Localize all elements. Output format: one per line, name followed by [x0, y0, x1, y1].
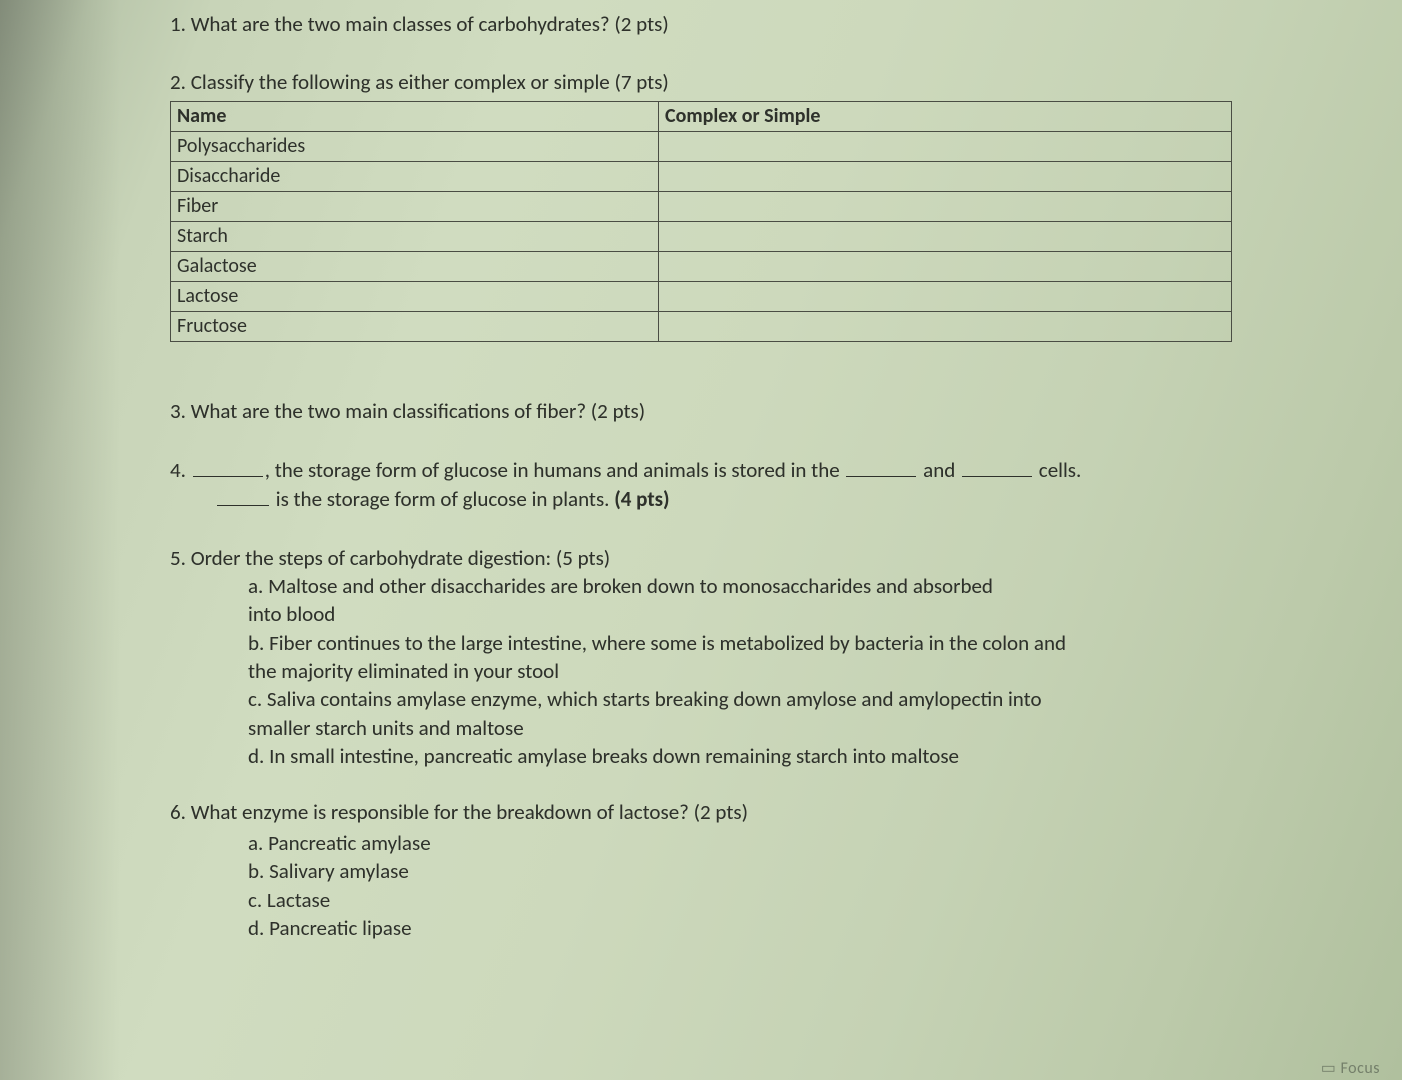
cell-name: Lactose — [171, 281, 659, 311]
table-row: Disaccharide — [171, 161, 1232, 191]
cell-name: Disaccharide — [171, 161, 659, 191]
blank-field[interactable] — [193, 455, 263, 477]
q6-opt-b[interactable]: b. Salivary amylase — [248, 857, 1232, 885]
classify-table: Name Complex or Simple Polysaccharides D… — [170, 101, 1232, 342]
question-1: 1. What are the two main classes of carb… — [170, 10, 1232, 38]
table-row: Lactose — [171, 281, 1232, 311]
table-row: Polysaccharides — [171, 131, 1232, 161]
focus-label: Focus — [1341, 1059, 1381, 1078]
q4-pts: (4 pts) — [614, 486, 669, 512]
cell-class[interactable] — [659, 221, 1232, 251]
focus-indicator: ▭ Focus — [1321, 1058, 1380, 1078]
cell-class[interactable] — [659, 281, 1232, 311]
q4-and: and — [918, 457, 960, 483]
q6-opt-c[interactable]: c. Lactase — [248, 886, 1232, 914]
question-4: 4. , the storage form of glucose in huma… — [170, 455, 1232, 514]
q5-opt-a-line1: a. Maltose and other disaccharides are b… — [248, 572, 1232, 600]
cell-class[interactable] — [659, 191, 1232, 221]
blank-field[interactable] — [962, 455, 1032, 477]
col-header-name: Name — [171, 101, 659, 131]
q5-prompt-text: 5. Order the steps of carbohydrate diges… — [170, 545, 610, 571]
q4-line2-tail: is the storage form of glucose in plants… — [271, 486, 614, 512]
table-header-row: Name Complex or Simple — [171, 101, 1232, 131]
q6-opt-a[interactable]: a. Pancreatic amylase — [248, 829, 1232, 857]
cell-class[interactable] — [659, 131, 1232, 161]
cell-class[interactable] — [659, 311, 1232, 341]
question-6-options: a. Pancreatic amylase b. Salivary amylas… — [170, 829, 1232, 942]
q6-opt-d[interactable]: d. Pancreatic lipase — [248, 914, 1232, 942]
focus-icon: ▭ — [1321, 1059, 1341, 1078]
q5-opt-c-line1: c. Saliva contains amylase enzyme, which… — [248, 685, 1232, 713]
cell-name: Starch — [171, 221, 659, 251]
question-2-prompt: 2. Classify the following as either comp… — [170, 68, 1232, 96]
q5-opt-b-line1: b. Fiber continues to the large intestin… — [248, 629, 1232, 657]
q5-opt-c-line2: smaller starch units and maltose — [248, 714, 1232, 742]
q5-opt-d: d. In small intestine, pancreatic amylas… — [248, 742, 1232, 770]
table-row: Starch — [171, 221, 1232, 251]
q4-cells: cells. — [1034, 457, 1081, 483]
cell-name: Galactose — [171, 251, 659, 281]
table-row: Fiber — [171, 191, 1232, 221]
cell-name: Fructose — [171, 311, 659, 341]
q4-seg1: , the storage form of glucose in humans … — [265, 457, 845, 483]
blank-field[interactable] — [217, 484, 269, 506]
cell-class[interactable] — [659, 161, 1232, 191]
table-row: Galactose — [171, 251, 1232, 281]
table-row: Fructose — [171, 311, 1232, 341]
q4-lead: 4. — [170, 457, 191, 483]
cell-name: Polysaccharides — [171, 131, 659, 161]
q5-opt-a-line2: into blood — [248, 600, 1232, 628]
cell-name: Fiber — [171, 191, 659, 221]
worksheet-page: 1. What are the two main classes of carb… — [0, 0, 1402, 1080]
blank-field[interactable] — [846, 455, 916, 477]
question-5: 5. Order the steps of carbohydrate diges… — [170, 544, 1232, 771]
cell-class[interactable] — [659, 251, 1232, 281]
col-header-class: Complex or Simple — [659, 101, 1232, 131]
q5-prompt: 5. Order the steps of carbohydrate diges… — [170, 544, 1232, 572]
question-3: 3. What are the two main classifications… — [170, 397, 1232, 425]
question-6-prompt: 6. What enzyme is responsible for the br… — [170, 798, 1232, 826]
q5-opt-b-line2: the majority eliminated in your stool — [248, 657, 1232, 685]
